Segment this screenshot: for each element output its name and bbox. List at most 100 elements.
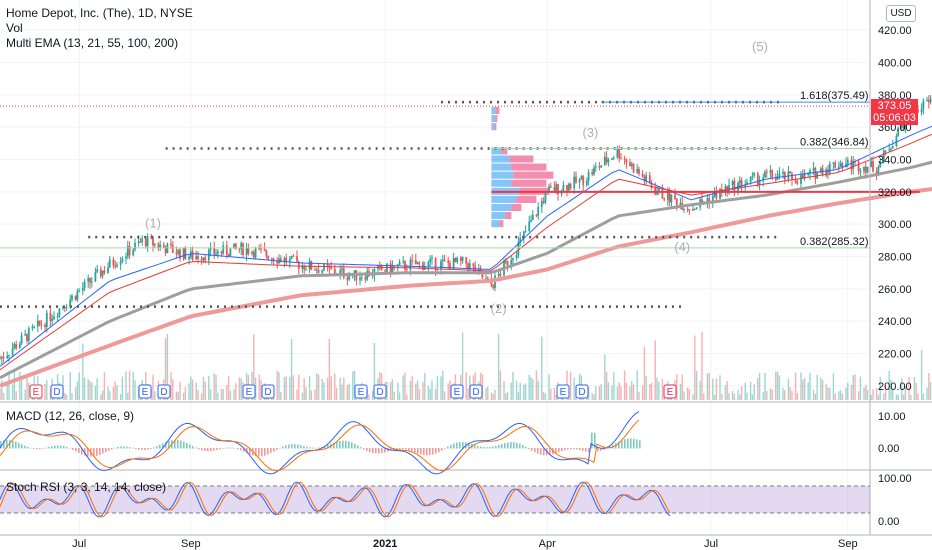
volume-bar [872,389,874,400]
candle-body [917,109,919,113]
symbol-legend[interactable]: Home Depot, Inc. (The), 1D, NYSE [6,6,193,20]
volume-profile-bar-up [491,115,496,123]
candle-body [380,265,383,271]
candle-body [315,269,318,271]
volume-bar [177,391,179,400]
candle-body [159,244,162,248]
candle-body [771,170,774,178]
macd-histogram-bar [510,442,512,449]
candle-body [270,258,273,260]
candle-body [119,261,122,265]
candle-body [499,273,502,276]
candle-body [751,175,754,177]
volume-bar [283,377,286,400]
macd-histogram-bar [408,448,410,451]
candle-body [6,355,9,359]
volume-bar [188,383,190,400]
macd-histogram-bar [30,447,32,449]
macd-histogram-bar [42,448,44,449]
candle-body [18,343,21,349]
macd-histogram-bar [492,446,494,449]
macd-histogram-bar [405,448,407,450]
candle-body [656,192,658,195]
candle-body [670,194,673,203]
volume-bar [346,384,349,400]
ema-legend[interactable]: Multi EMA (13, 21, 55, 100, 200) [6,36,179,50]
macd-histogram-bar [447,446,449,449]
candle-body [679,203,682,207]
macd-histogram-bar [570,448,572,450]
macd-histogram-bar [255,448,257,457]
macd-histogram-bar [351,442,353,449]
candle-body [38,320,41,325]
volume-legend[interactable]: Vol [6,21,23,35]
candle-body [600,165,603,168]
volume-bar [76,381,79,400]
volume-bar [749,381,752,400]
time-axis[interactable]: JulSep2021AprJulSep2022Apr [72,538,932,550]
macd-histogram-bar [162,443,164,449]
volume-bar [530,377,532,400]
macd-histogram-bar [183,441,185,449]
volume-bar [276,371,278,400]
candle-body [616,148,619,158]
volume-bar [776,371,779,400]
currency-button[interactable]: USD [886,5,916,22]
volume-bar [334,373,336,400]
volume-bar [744,382,746,400]
candle-body [348,275,351,280]
candle-body [31,326,34,329]
volume-bar [209,389,212,400]
volume-bar [485,388,487,400]
volume-bar [778,375,781,400]
candle-body [461,257,464,261]
volume-bar [879,377,881,400]
volume-bar [290,339,293,400]
fib-level-label: 0.382(285.32) [800,236,869,248]
volume-bar [587,387,590,400]
candle-body [238,248,241,250]
candle-body [746,182,748,185]
macd-histogram-bar [207,448,209,452]
candle-body [107,267,109,273]
candle-body [69,299,72,308]
macd-legend[interactable]: MACD (12, 26, close, 9) [6,409,135,423]
stoch-rsi-legend[interactable]: Stoch RSI (3, 3, 14, 14, close) [6,480,167,494]
volume-bar [65,394,68,400]
volume-bar [769,388,772,400]
candle-body [695,207,698,210]
candle-body [870,161,873,168]
earnings-marker-letter: E [33,387,40,398]
candle-body [359,277,361,281]
candle-body [852,161,855,170]
candle-body [522,231,525,239]
macd-histogram-bar [396,448,398,450]
earnings-marker-box [242,384,256,399]
candle-body [593,167,595,175]
candle-body [323,264,325,271]
candle-body [441,259,444,262]
candle-body [807,173,810,175]
macd-histogram-bar [165,441,167,449]
volume-bar [532,379,534,400]
macd-histogram-bar [39,448,41,450]
volume-bar [800,372,802,400]
candle-body [116,264,118,267]
candle-body [414,259,417,265]
volume-bar [182,392,185,400]
volume-profile-bar-down [511,163,547,171]
volume-bar [616,386,619,400]
volume-bar [524,383,527,400]
macd-histogram-bar [558,448,560,453]
macd-histogram-bar [324,445,326,449]
candle-body [630,163,633,167]
candle-body [674,194,676,199]
macd-histogram-bar [303,445,305,449]
price-axis[interactable]: 420.00 400.00 380.00 360.00 340.00 320.00 300.… [878,25,912,393]
candle-body [157,243,160,248]
macd-histogram-bar [639,440,641,449]
volume-bar [226,385,228,400]
candle-body [764,171,766,178]
